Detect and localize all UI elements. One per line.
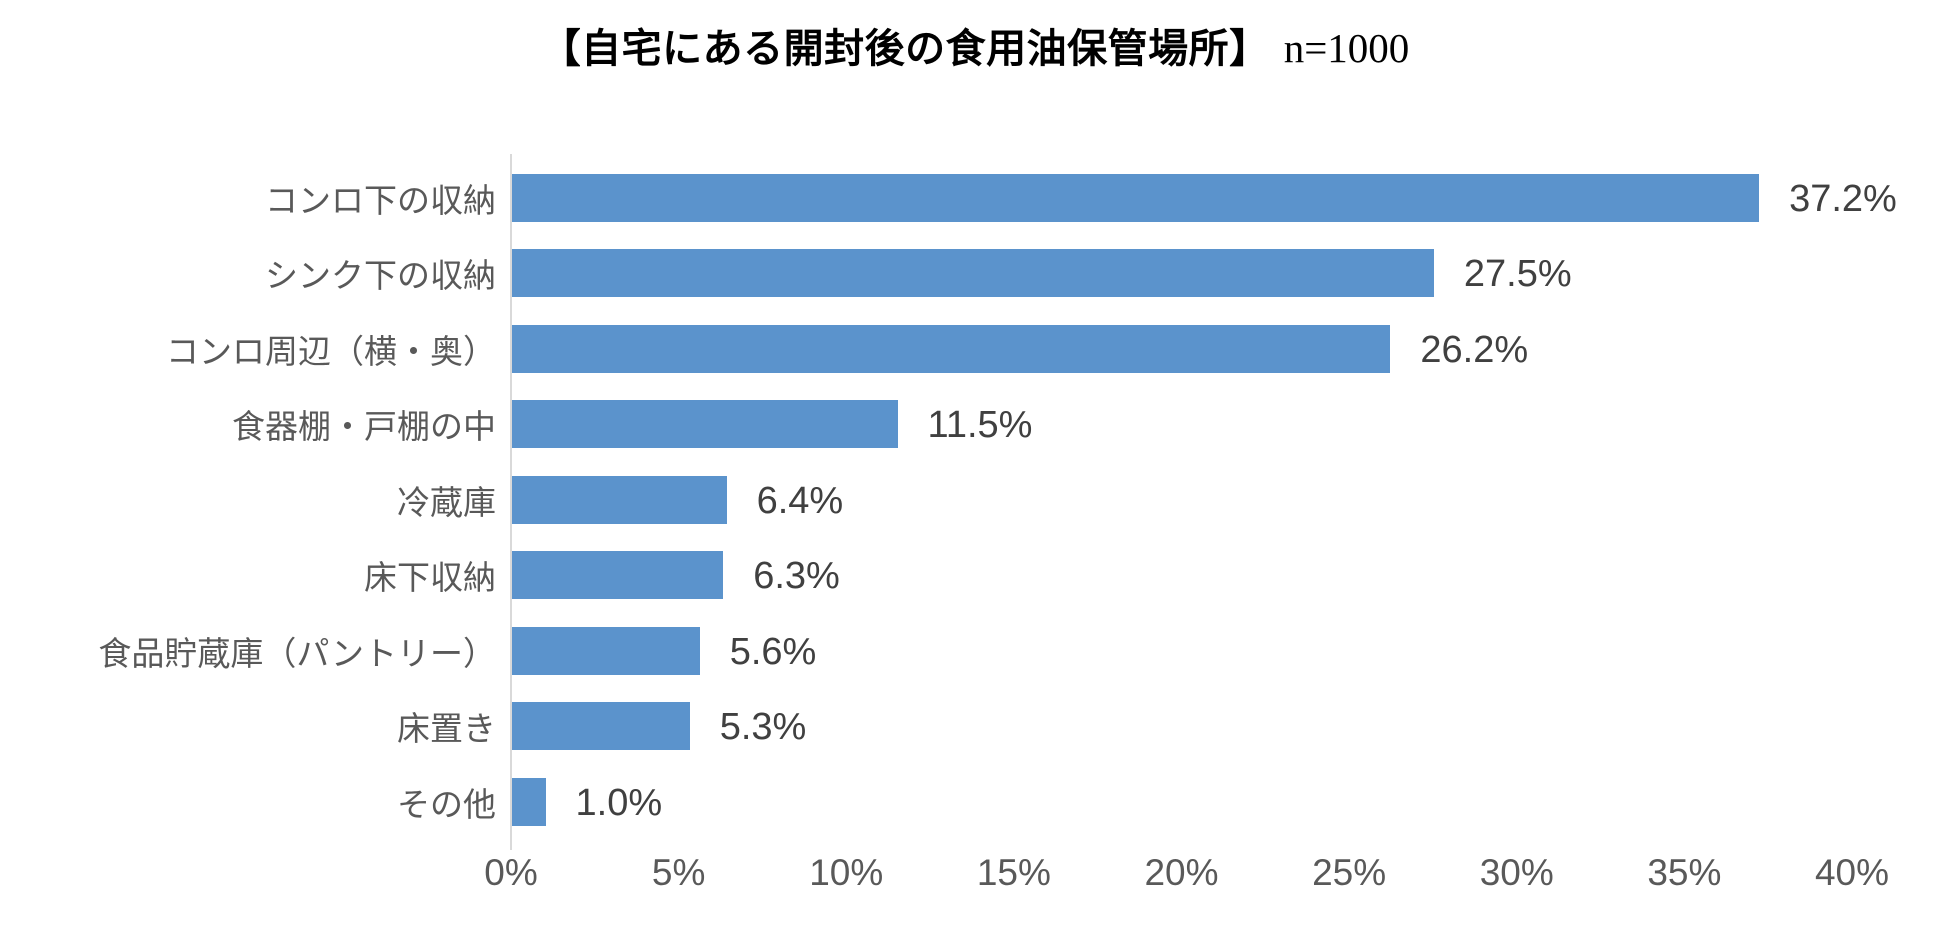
bar-track: 37.2%	[512, 173, 1950, 222]
bar-track: 6.4%	[512, 475, 1950, 524]
bar-row: 食品貯蔵庫（パントリー） 5.6%	[0, 613, 1950, 689]
category-label: その他	[397, 785, 496, 823]
category-label: コンロ下の収納	[265, 181, 496, 219]
bar	[512, 626, 700, 675]
x-axis-tick-label: 35%	[1647, 852, 1722, 893]
bar-track: 6.3%	[512, 551, 1950, 600]
bar	[512, 702, 690, 751]
value-label: 1.0%	[575, 781, 663, 824]
value-label: 5.6%	[729, 630, 817, 673]
bar	[512, 551, 724, 600]
bar	[512, 249, 1434, 298]
category-axis-line	[510, 154, 512, 850]
category-label: コンロ周辺（横・奥）	[166, 332, 496, 370]
x-axis-tick-label: 30%	[1479, 852, 1554, 893]
x-axis-tick-label: 40%	[1814, 852, 1890, 893]
bar-row: 食器棚・戸棚の中 11.5%	[0, 387, 1950, 463]
bar-row: 床下収納 6.3%	[0, 538, 1950, 614]
bar-row: コンロ周辺（横・奥） 26.2%	[0, 311, 1950, 387]
bar	[512, 777, 546, 826]
value-label: 6.3%	[753, 555, 840, 598]
value-label: 11.5%	[927, 404, 1033, 447]
chart-title-text: 【自宅にある開封後の食用油保管場所】	[540, 27, 1270, 71]
x-axis-tick-label: 5%	[651, 852, 706, 893]
bar	[512, 475, 727, 524]
x-axis: 0% 5% 10% 15% 20% 25% 30% 35% 40%	[484, 852, 1889, 912]
chart-rows: コンロ下の収納 37.2% シンク下の収納 27.5% コンロ周辺（横・奥） 26.2% 食…	[0, 160, 1950, 840]
chart-title: 【自宅にある開封後の食用油保管場所】 n=1000	[0, 22, 1950, 75]
value-label: 27.5%	[1463, 253, 1572, 296]
bar-row: コンロ下の収納 37.2%	[0, 160, 1950, 236]
x-axis-tick-label: 10%	[809, 852, 884, 893]
value-label: 26.2%	[1420, 328, 1529, 371]
category-label: 食品貯蔵庫（パントリー）	[98, 634, 496, 672]
category-label: 床下収納	[364, 559, 496, 597]
value-label: 37.2%	[1789, 177, 1897, 220]
bar-chart: コンロ下の収納 37.2% シンク下の収納 27.5% コンロ周辺（横・奥） 26.2% 食…	[0, 154, 1950, 920]
value-label: 5.3%	[719, 706, 807, 749]
bar-track: 27.5%	[512, 249, 1950, 298]
x-axis-tick-label: 20%	[1144, 852, 1219, 893]
bar-row: 床置き 5.3%	[0, 689, 1950, 765]
category-label: 食器棚・戸棚の中	[232, 408, 496, 446]
bar-track: 1.0%	[512, 777, 1950, 826]
bar-track: 5.3%	[512, 702, 1950, 751]
bar-track: 5.6%	[512, 626, 1950, 675]
bar-row: シンク下の収納 27.5%	[0, 236, 1950, 312]
sample-size-label: n=1000	[1283, 25, 1410, 71]
x-axis-tick-label: 25%	[1312, 852, 1387, 893]
bar-track: 11.5%	[512, 400, 1950, 449]
x-axis-tick-label: 15%	[976, 852, 1051, 893]
x-axis-tick-label: 0%	[484, 852, 538, 893]
bar-row: その他 1.0%	[0, 764, 1950, 840]
bar-track: 26.2%	[512, 324, 1950, 373]
bar-row: 冷蔵庫 6.4%	[0, 462, 1950, 538]
category-label: シンク下の収納	[265, 257, 496, 295]
bar	[512, 173, 1760, 222]
bar	[512, 400, 898, 449]
category-label: 床置き	[397, 710, 496, 748]
category-label: 冷蔵庫	[397, 483, 496, 521]
bar	[512, 324, 1391, 373]
value-label: 6.4%	[756, 479, 844, 522]
